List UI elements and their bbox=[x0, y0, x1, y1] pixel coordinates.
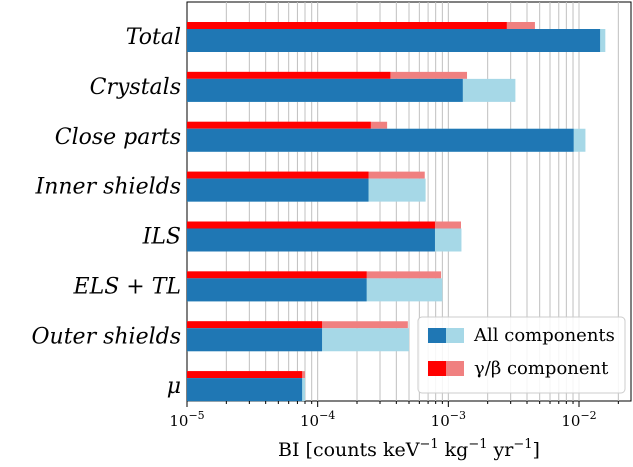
all-components-bar bbox=[187, 178, 369, 202]
gamma-beta-bar bbox=[187, 121, 371, 129]
bars bbox=[187, 22, 606, 402]
gamma-beta-bar bbox=[187, 71, 391, 79]
legend-label: γ/β component bbox=[474, 358, 609, 379]
gamma-beta-bar bbox=[187, 371, 303, 379]
all-components-bar bbox=[187, 378, 303, 402]
category-labels: Total Crystals Close parts Inner shields ILS… bbox=[32, 25, 182, 399]
all-components-bar bbox=[187, 128, 574, 152]
category-label: μ bbox=[167, 374, 181, 399]
x-ticks: 10−5 10−4 10−3 10−2 bbox=[169, 401, 619, 430]
all-components-bar bbox=[187, 29, 601, 52]
legend-label: All components bbox=[473, 325, 615, 346]
legend-swatch-dark bbox=[428, 361, 446, 376]
legend: All components γ/β component bbox=[417, 316, 626, 394]
category-label: Total bbox=[126, 25, 181, 50]
gamma-beta-bar bbox=[187, 271, 367, 279]
gamma-beta-bar bbox=[187, 22, 507, 29]
all-components-bar bbox=[187, 328, 323, 352]
x-tick-label: 10−4 bbox=[300, 409, 335, 430]
legend-swatch-light bbox=[446, 328, 464, 343]
category-label: Outer shields bbox=[32, 324, 182, 349]
all-components-bar bbox=[187, 278, 367, 302]
legend-swatch-dark bbox=[428, 328, 446, 343]
category-label: Crystals bbox=[90, 75, 181, 100]
all-components-bar bbox=[187, 228, 435, 252]
gamma-beta-bar bbox=[187, 221, 435, 229]
category-label: Inner shields bbox=[35, 175, 181, 200]
legend-swatch-light bbox=[446, 361, 464, 376]
category-label: ILS bbox=[142, 225, 181, 250]
x-tick-label: 10−3 bbox=[431, 409, 466, 430]
gamma-beta-bar bbox=[187, 321, 323, 329]
gamma-beta-bar bbox=[187, 171, 369, 179]
category-label: Close parts bbox=[55, 125, 181, 150]
category-label: ELS + TL bbox=[73, 274, 181, 299]
x-tick-label: 10−2 bbox=[561, 409, 596, 430]
x-axis-title: BI [counts keV−1 kg−1 yr−1] bbox=[278, 437, 540, 461]
legend-box bbox=[417, 316, 626, 394]
x-tick-label: 10−5 bbox=[169, 409, 204, 430]
all-components-bar bbox=[187, 78, 463, 102]
